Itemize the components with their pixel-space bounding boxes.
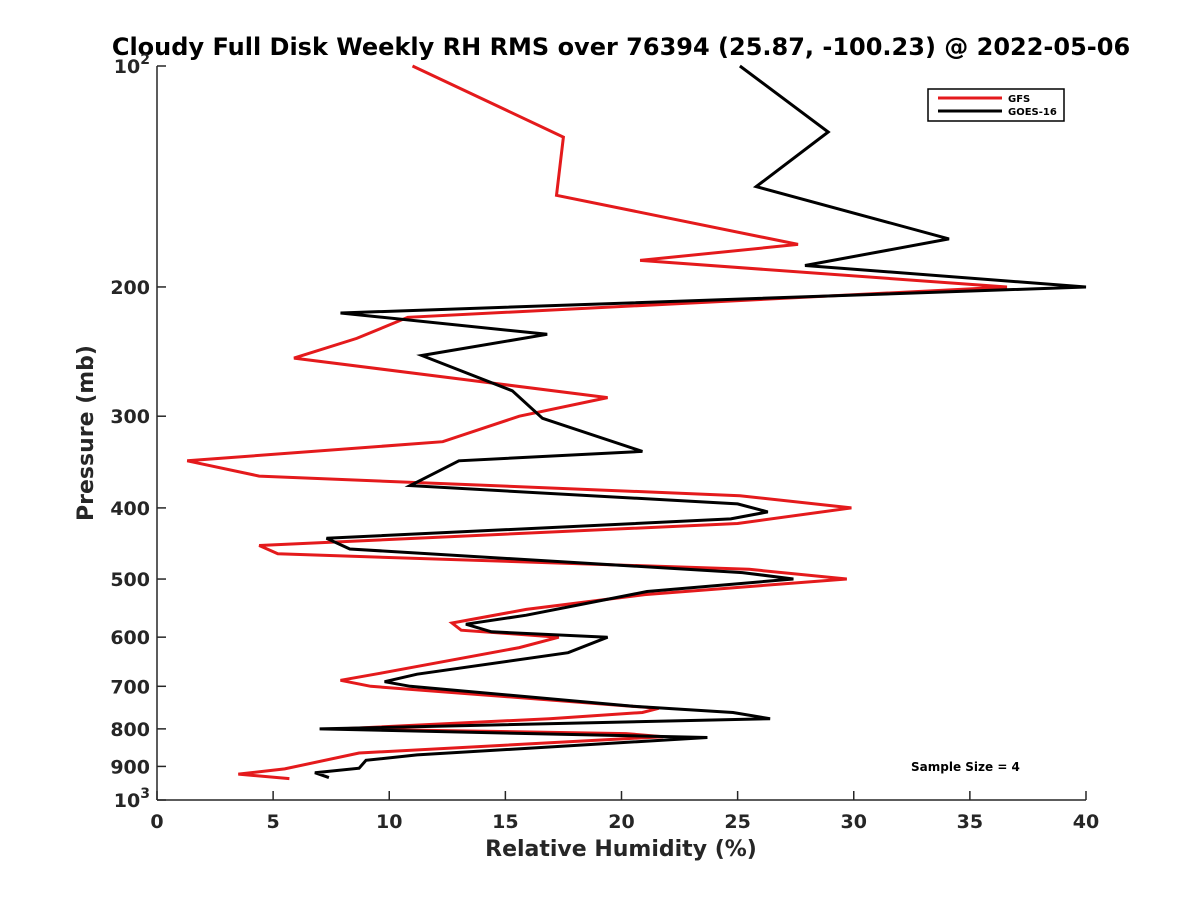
y-tick-label-base: 400 [110, 498, 150, 520]
legend-label-goes16: GOES-16 [1008, 107, 1057, 118]
y-tick-label-exponent: 2 [140, 52, 150, 68]
series-lines [186, 64, 1087, 781]
x-tick-label: 10 [376, 811, 402, 833]
sample-size-annotation: Sample Size = 4 [911, 760, 1020, 774]
y-tick-label: 800 [110, 719, 150, 741]
legend-box [927, 88, 1065, 122]
x-tick-label: 5 [267, 811, 280, 833]
x-tick-label: 15 [492, 811, 518, 833]
y-tick-label-base: 200 [110, 277, 150, 299]
x-tick-label: 35 [957, 811, 983, 833]
y-tick-label: 300 [110, 406, 150, 428]
x-tick-label: 0 [150, 811, 163, 833]
legend: GFS GOES-16 [927, 88, 1065, 122]
y-tick-label: 700 [110, 676, 150, 698]
y-tick-label-base: 10 [114, 56, 140, 78]
y-tick-label-base: 700 [110, 676, 150, 698]
x-tick-label: 30 [841, 811, 867, 833]
legend-label-gfs: GFS [1008, 94, 1030, 105]
y-tick-label-exponent: 3 [140, 786, 150, 802]
x-tick-label: 20 [608, 811, 634, 833]
y-tick-label: 102 [114, 52, 150, 78]
x-tick-label: 25 [724, 811, 750, 833]
x-tick-label: 40 [1073, 811, 1099, 833]
y-tick-label-base: 600 [110, 627, 150, 649]
y-tick-label-base: 300 [110, 406, 150, 428]
y-tick-label: 600 [110, 627, 150, 649]
series-line-gfs [186, 64, 1008, 781]
y-tick-label: 103 [114, 786, 150, 812]
y-tick-label-base: 500 [110, 569, 150, 591]
y-tick-label: 500 [110, 569, 150, 591]
chart-title: Cloudy Full Disk Weekly RH RMS over 7639… [112, 33, 1130, 61]
x-ticks: 0 5 10 15 20 25 30 35 40 [150, 791, 1099, 833]
y-axis-label: Pressure (mb) [74, 345, 99, 521]
x-axis-label: Relative Humidity (%) [485, 837, 757, 862]
series-line-goes16 [314, 64, 1087, 780]
y-tick-label-base: 800 [110, 719, 150, 741]
y-tick-label-base: 10 [114, 790, 140, 812]
y-tick-label-base: 900 [110, 756, 150, 778]
y-tick-label: 400 [110, 498, 150, 520]
y-tick-label: 200 [110, 277, 150, 299]
y-tick-label: 900 [110, 756, 150, 778]
